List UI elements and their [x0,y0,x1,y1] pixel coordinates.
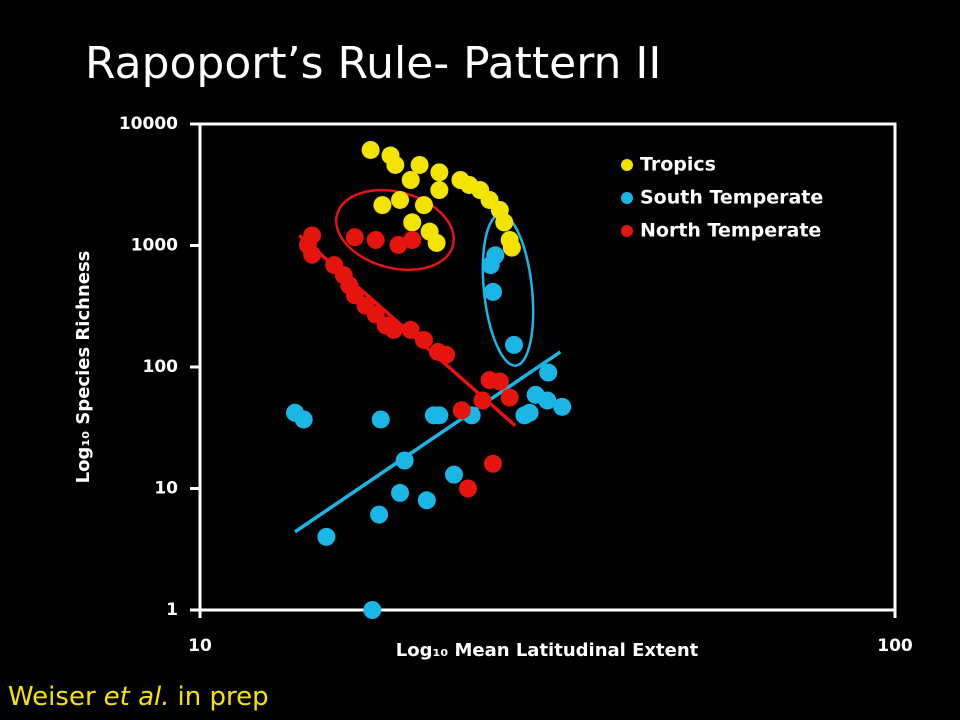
point [520,403,539,422]
x-tick-label: 10 [188,636,212,656]
chart-title: Rapoport’s Rule- Pattern II [85,38,661,89]
point [371,410,390,429]
point [401,171,420,190]
point [414,196,433,215]
trend-line [298,234,517,427]
point [481,256,500,275]
point [345,228,364,247]
point [473,391,492,410]
point [414,330,433,349]
point [386,155,405,174]
x-axis-label: Log₁₀ Mean Latitudinal Extent [396,640,699,661]
point [502,238,521,257]
point [389,235,408,254]
point [403,213,422,232]
y-tick-label: 100 [143,357,179,377]
point [363,601,382,619]
point [366,230,385,249]
point [490,372,509,391]
point [384,320,403,339]
legend-label: North Temperate [640,220,821,242]
legend-label: South Temperate [640,187,823,209]
point [504,335,523,354]
trend-line [294,350,562,534]
point [430,181,449,200]
point [391,483,410,502]
point [370,505,389,524]
point [403,230,422,249]
y-tick-label: 10 [154,479,178,499]
point [391,190,410,209]
point [417,491,436,510]
point [553,397,572,416]
point [452,401,471,420]
footer-author: Weiser [8,682,96,712]
point [445,465,464,484]
point [538,391,557,410]
point [410,155,429,174]
y-tick-label: 1 [166,600,178,620]
footer-etal: et al. [104,682,170,712]
legend-label: Tropics [640,154,716,176]
y-axis-label: Log₁₀ Species Richness [73,251,94,484]
point [495,213,514,232]
footer-note: in prep [178,682,269,712]
point [373,196,392,215]
point [539,363,558,382]
point [484,282,503,301]
point [458,479,477,498]
y-tick-label: 1000 [131,236,178,256]
point [500,388,519,407]
point [484,454,503,473]
point [317,527,336,546]
y-tick-label: 10000 [119,114,178,134]
footer: Weiser et al. in prep [8,682,269,712]
legend-marker [621,225,633,237]
point [430,406,449,425]
legend-marker [621,192,633,204]
point [401,320,420,339]
point [294,410,313,429]
point [427,233,446,252]
point [430,163,449,182]
point [361,140,380,159]
x-tick-label: 100 [877,636,913,656]
point [460,175,479,194]
legend-marker [621,159,633,171]
